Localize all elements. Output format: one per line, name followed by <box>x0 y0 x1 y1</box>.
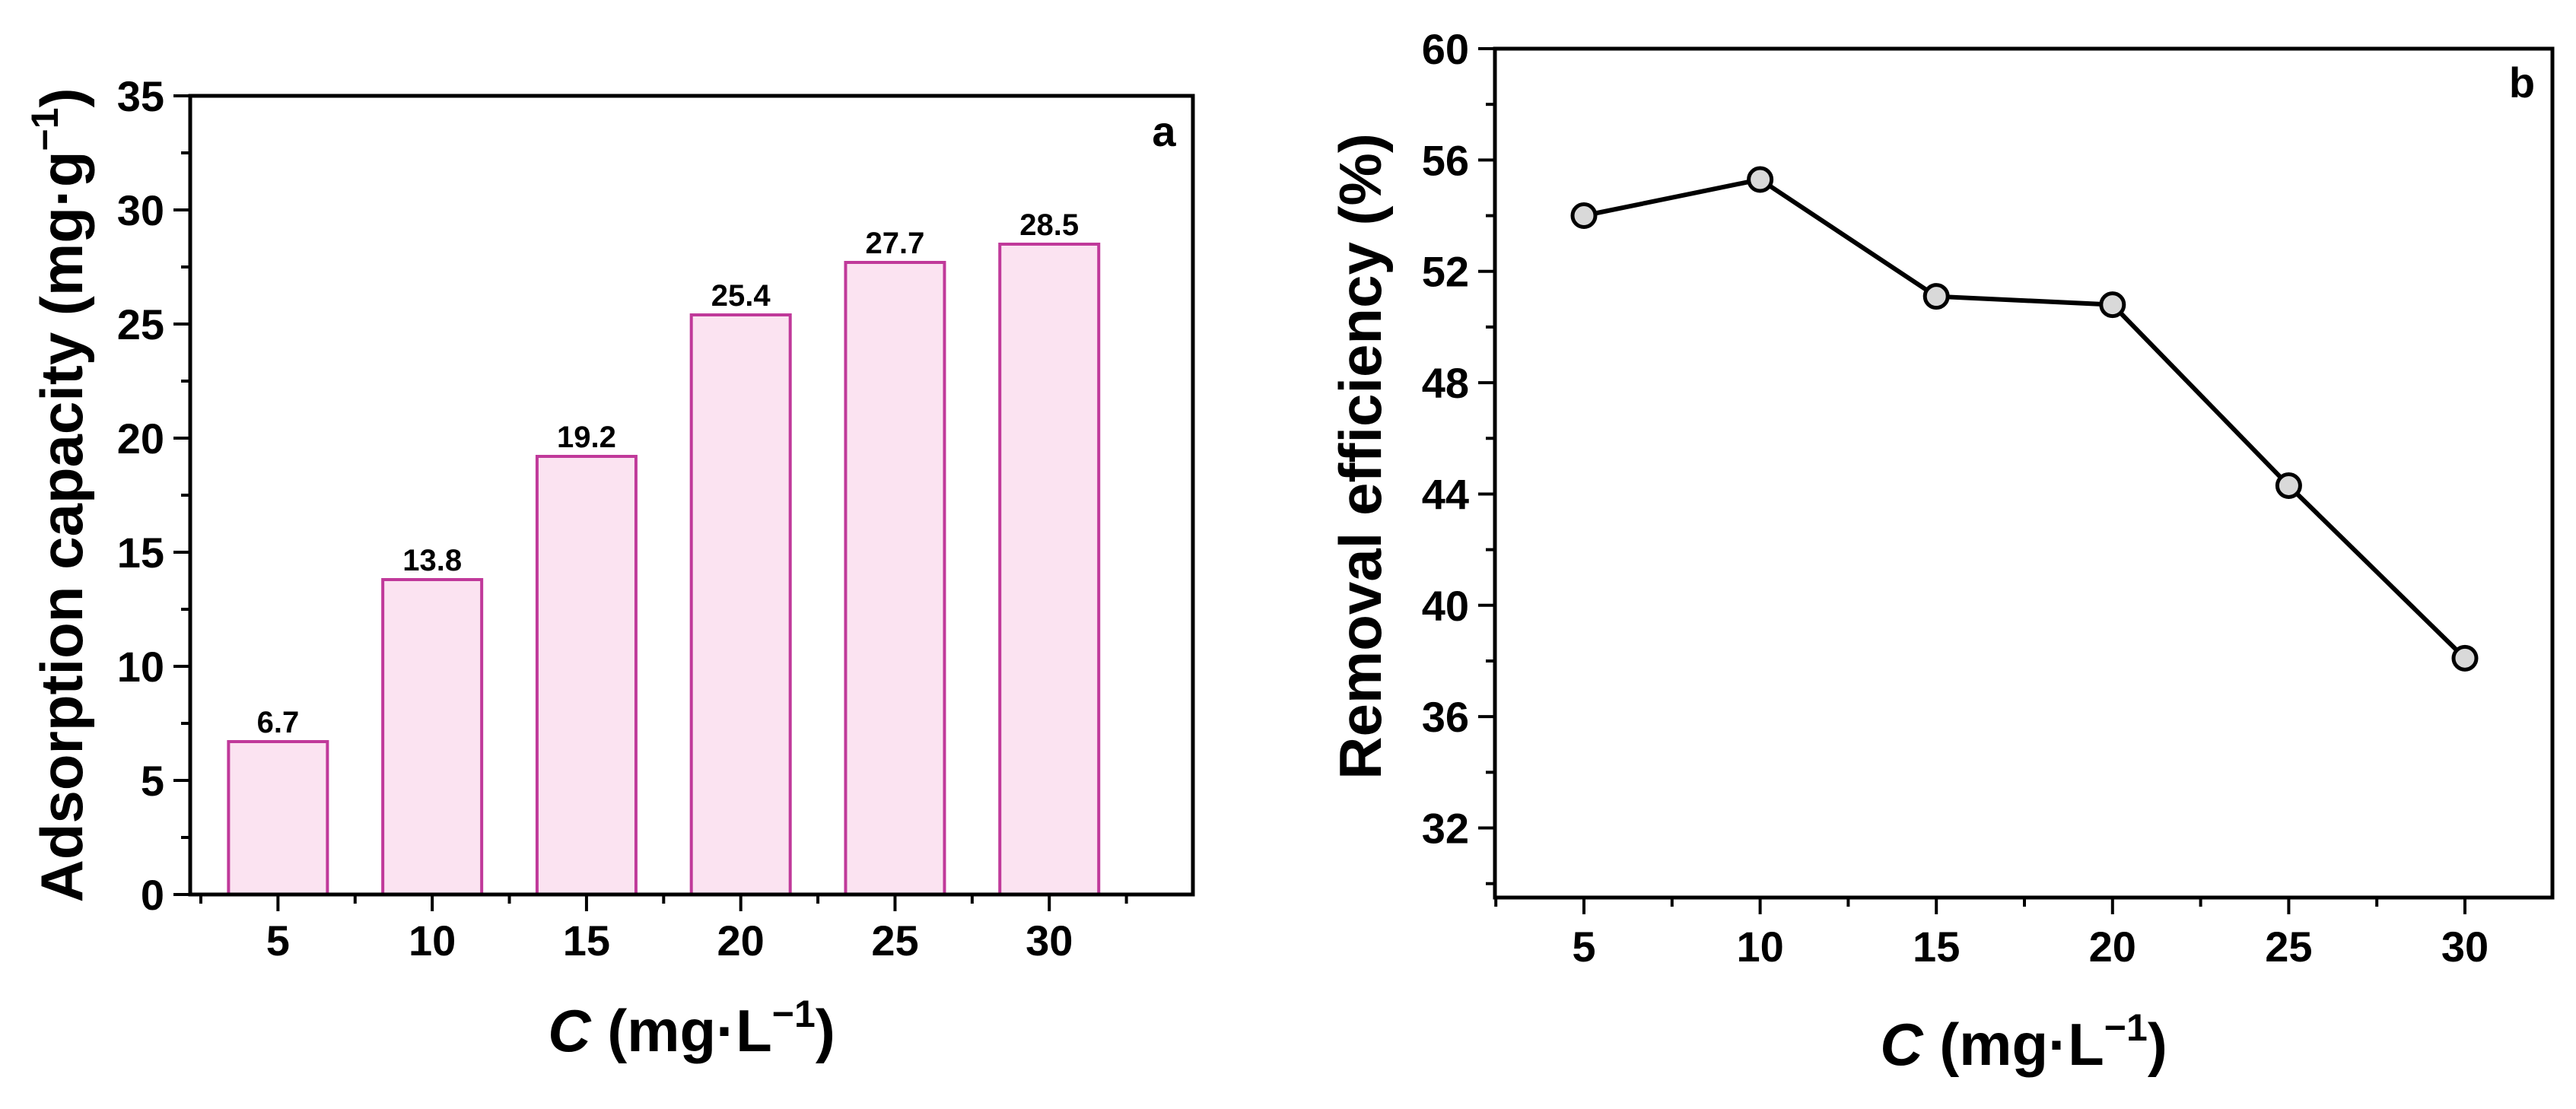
y-tick-label: 56 <box>1422 136 1469 184</box>
bar <box>844 261 946 896</box>
x-axis-ticks: 5 10 15 20 25 30 <box>1494 898 2489 971</box>
y-axis-title: Adsorption capacity (mg·g−1) <box>24 87 95 902</box>
bar <box>381 578 484 896</box>
bar-value-labels: 6.7 13.8 19.2 25.4 27.7 28.5 <box>257 208 1080 739</box>
x-tick-label: 25 <box>871 917 918 964</box>
y-tick-label: 52 <box>1422 248 1469 296</box>
x-tick-label: 30 <box>1026 917 1073 964</box>
data-point <box>1570 202 1598 230</box>
data-markers <box>1570 166 2479 672</box>
y-axis-ticks: 32 36 40 44 48 52 56 60 <box>1422 25 1495 885</box>
series-line <box>1583 176 2467 660</box>
x-tick-label: 30 <box>2441 923 2489 971</box>
panel-label: a <box>1152 107 1176 155</box>
y-tick-label: 36 <box>1422 693 1469 741</box>
bar <box>535 455 638 896</box>
x-axis-ticks: 5 10 15 20 25 30 <box>199 895 1128 964</box>
x-tick-label: 20 <box>2089 923 2136 971</box>
data-point <box>1922 283 1950 310</box>
y-tick-label: 30 <box>117 186 164 234</box>
bar-value-label: 25.4 <box>711 279 771 313</box>
bar <box>689 313 792 896</box>
bar-value-label: 6.7 <box>257 706 300 739</box>
y-tick-label: 20 <box>117 415 164 462</box>
x-axis-title: C (mg·L−1) <box>1880 1006 2167 1078</box>
x-tick-label: 15 <box>1913 923 1960 971</box>
y-tick-label: 48 <box>1422 359 1469 407</box>
x-axis-title: C (mg·L−1) <box>548 993 835 1064</box>
y-tick-label: 40 <box>1422 582 1469 630</box>
panel-a-adsorption-capacity-chart: 6.7 13.8 19.2 25.4 27.7 28.5 0 5 10 15 20 25 30 35 5… <box>24 72 1195 1064</box>
x-tick-label: 10 <box>409 917 456 964</box>
x-tick-label: 5 <box>1572 923 1595 971</box>
y-tick-label: 60 <box>1422 25 1469 73</box>
data-point <box>2275 472 2302 499</box>
plot-frame <box>1493 46 2555 900</box>
y-tick-label: 10 <box>117 643 164 691</box>
panel-b-removal-efficiency-chart: 32 36 40 44 48 52 56 60 5 10 15 20 25 30 b C (mg·L−1… <box>1327 25 2555 1078</box>
bars <box>227 243 1101 896</box>
bar-value-label: 28.5 <box>1019 208 1079 242</box>
y-tick-label: 15 <box>117 529 164 577</box>
data-point <box>1747 166 1774 193</box>
x-tick-label: 25 <box>2265 923 2312 971</box>
bar <box>227 740 329 896</box>
data-point <box>2099 291 2126 319</box>
x-tick-label: 5 <box>266 917 290 964</box>
bar-value-label: 27.7 <box>866 227 925 260</box>
y-axis-ticks: 0 5 10 15 20 25 30 35 <box>117 72 190 919</box>
y-tick-label: 25 <box>117 300 164 348</box>
x-tick-label: 10 <box>1736 923 1783 971</box>
x-tick-label: 20 <box>717 917 765 964</box>
y-tick-label: 0 <box>141 871 164 919</box>
x-tick-label: 15 <box>563 917 610 964</box>
y-axis-title: Removal efficiency (%) <box>1327 133 1394 780</box>
y-tick-label: 5 <box>141 757 164 805</box>
bar-value-label: 19.2 <box>557 421 616 454</box>
bar-value-label: 13.8 <box>402 544 462 577</box>
y-tick-label: 35 <box>117 72 164 120</box>
bar <box>998 243 1101 896</box>
y-tick-label: 44 <box>1422 470 1469 518</box>
data-point <box>2451 644 2479 672</box>
panel-label: b <box>2509 59 2535 106</box>
y-tick-label: 32 <box>1422 805 1469 853</box>
